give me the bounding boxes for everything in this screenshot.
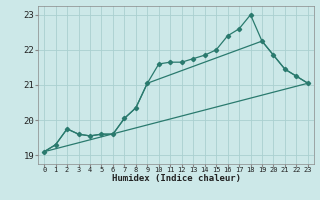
- X-axis label: Humidex (Indice chaleur): Humidex (Indice chaleur): [111, 174, 241, 183]
